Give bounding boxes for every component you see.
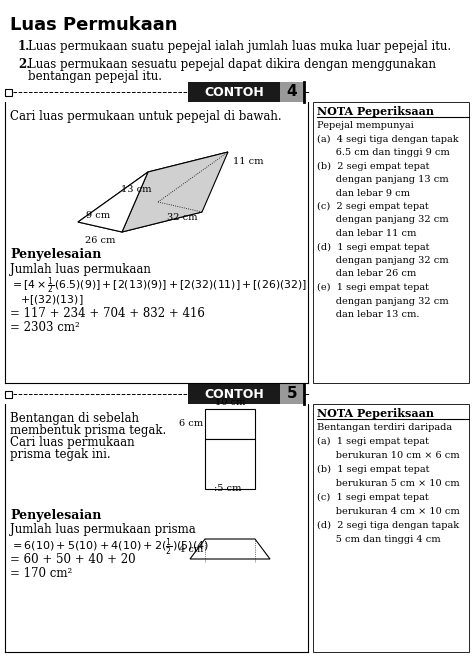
Text: (c)  1 segi empat tepat: (c) 1 segi empat tepat (317, 493, 429, 502)
Text: (d)  1 segi empat tepat: (d) 1 segi empat tepat (317, 243, 429, 251)
Bar (313, 404, 469, 652)
Polygon shape (78, 152, 228, 222)
Text: NOTA Peperiksaan: NOTA Peperiksaan (317, 106, 434, 117)
Bar (280, 384, 304, 404)
Bar (5, 391, 12, 398)
Text: dengan panjang 32 cm: dengan panjang 32 cm (317, 256, 448, 265)
Text: $= 6(10) + 5(10) + 4(10) + 2(\frac{1}{2})(5)(4)$: $= 6(10) + 5(10) + 4(10) + 2(\frac{1}{2}… (10, 537, 209, 558)
Text: 9 cm: 9 cm (86, 211, 110, 220)
Text: CONTOH: CONTOH (204, 388, 264, 401)
Text: Cari luas permukaan: Cari luas permukaan (10, 436, 135, 449)
Text: NOTA Peperiksaan: NOTA Peperiksaan (317, 408, 434, 419)
Text: Luas Permukaan: Luas Permukaan (10, 16, 177, 34)
Text: dan lebar 9 cm: dan lebar 9 cm (317, 189, 410, 198)
Text: 4 cm: 4 cm (179, 544, 203, 554)
Text: Jumlah luas permukaan prisma: Jumlah luas permukaan prisma (10, 523, 196, 536)
Text: Penyelesaian: Penyelesaian (10, 248, 101, 261)
Text: 6.5 cm dan tinggi 9 cm: 6.5 cm dan tinggi 9 cm (317, 148, 450, 157)
Text: membentuk prisma tegak.: membentuk prisma tegak. (10, 424, 166, 437)
Text: = 2303 cm²: = 2303 cm² (10, 321, 80, 334)
Text: dan lebar 26 cm: dan lebar 26 cm (317, 269, 416, 278)
Bar (205, 409, 255, 439)
Text: $= [4 \times \frac{1}{2}(6.5)(9)] + [2(13)(9)] + [2(32)(11)] + [(26)(32)]$: $= [4 \times \frac{1}{2}(6.5)(9)] + [2(1… (10, 276, 307, 298)
Text: (b)  2 segi empat tepat: (b) 2 segi empat tepat (317, 161, 429, 171)
Text: :5 cm: :5 cm (214, 484, 242, 493)
Text: Penyelesaian: Penyelesaian (10, 509, 101, 522)
Text: berukuran 10 cm × 6 cm: berukuran 10 cm × 6 cm (317, 451, 460, 460)
Text: 6 cm: 6 cm (179, 419, 203, 429)
Text: (b)  1 segi empat tepat: (b) 1 segi empat tepat (317, 465, 429, 474)
Text: Bentangan terdiri daripada: Bentangan terdiri daripada (317, 423, 452, 432)
Text: CONTOH: CONTOH (204, 85, 264, 99)
Text: 32 cm: 32 cm (167, 212, 198, 222)
Text: 26 cm: 26 cm (85, 236, 115, 245)
Bar (205, 439, 255, 489)
Text: 1.: 1. (18, 40, 30, 53)
Bar (5, 89, 12, 96)
Text: 11 cm: 11 cm (233, 157, 264, 166)
Text: 5: 5 (287, 386, 297, 401)
Polygon shape (122, 152, 228, 232)
Text: dan lebar 11 cm: dan lebar 11 cm (317, 229, 416, 238)
Text: Pepejal mempunyai: Pepejal mempunyai (317, 121, 414, 130)
Text: prisma tegak ini.: prisma tegak ini. (10, 448, 110, 461)
Text: 5 cm dan tinggi 4 cm: 5 cm dan tinggi 4 cm (317, 535, 441, 544)
Text: = 170 cm²: = 170 cm² (10, 567, 72, 580)
Text: berukuran 4 cm × 10 cm: berukuran 4 cm × 10 cm (317, 507, 460, 516)
Text: 2.: 2. (18, 58, 30, 71)
Text: dengan panjang 32 cm: dengan panjang 32 cm (317, 296, 448, 306)
Bar (313, 102, 469, 383)
Text: Jumlah luas permukaan: Jumlah luas permukaan (10, 263, 151, 276)
Text: (e)  1 segi empat tepat: (e) 1 segi empat tepat (317, 283, 429, 292)
Text: $+ [(32)(13)]$: $+ [(32)(13)]$ (20, 293, 83, 307)
Text: (a)  1 segi empat tepat: (a) 1 segi empat tepat (317, 437, 429, 446)
Text: = 117 + 234 + 704 + 832 + 416: = 117 + 234 + 704 + 832 + 416 (10, 307, 205, 320)
Polygon shape (78, 202, 202, 232)
Text: 4: 4 (287, 85, 297, 99)
Text: dengan panjang 13 cm: dengan panjang 13 cm (317, 175, 448, 184)
Text: Luas permukaan suatu pepejal ialah jumlah luas muka luar pepejal itu.: Luas permukaan suatu pepejal ialah jumla… (28, 40, 451, 53)
Text: dan lebar 13 cm.: dan lebar 13 cm. (317, 310, 419, 319)
Bar (280, 82, 304, 102)
Text: berukuran 5 cm × 10 cm: berukuran 5 cm × 10 cm (317, 479, 460, 488)
Text: bentangan pepejal itu.: bentangan pepejal itu. (28, 70, 162, 83)
Polygon shape (190, 539, 270, 559)
Text: dengan panjang 32 cm: dengan panjang 32 cm (317, 216, 448, 224)
Text: 13 cm: 13 cm (121, 185, 151, 194)
Polygon shape (78, 172, 148, 232)
Text: Luas permukaan sesuatu pepejal dapat dikira dengan menggunakan: Luas permukaan sesuatu pepejal dapat dik… (28, 58, 436, 71)
Text: 10 cm: 10 cm (215, 398, 245, 407)
Bar (188, 82, 280, 102)
Text: = 60 + 50 + 40 + 20: = 60 + 50 + 40 + 20 (10, 553, 136, 566)
Text: Cari luas permukaan untuk pepejal di bawah.: Cari luas permukaan untuk pepejal di baw… (10, 110, 282, 123)
Text: (c)  2 segi empat tepat: (c) 2 segi empat tepat (317, 202, 429, 211)
Text: (d)  2 segi tiga dengan tapak: (d) 2 segi tiga dengan tapak (317, 521, 459, 530)
Text: (a)  4 segi tiga dengan tapak: (a) 4 segi tiga dengan tapak (317, 134, 459, 144)
Text: Bentangan di sebelah: Bentangan di sebelah (10, 412, 139, 425)
Bar (188, 384, 280, 404)
